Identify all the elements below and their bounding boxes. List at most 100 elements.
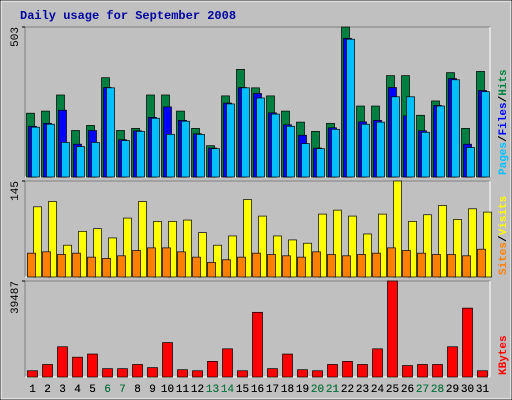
- x-tick-label: 24: [371, 384, 385, 396]
- bar: [222, 348, 233, 378]
- bar: [57, 254, 66, 278]
- bar: [432, 254, 441, 278]
- bar: [108, 237, 117, 278]
- x-tick-label: 24: [371, 384, 385, 396]
- bar: [372, 348, 383, 378]
- bar: [327, 364, 338, 378]
- x-tick-label: 2: [44, 384, 51, 396]
- x-tick-label: 5: [89, 384, 96, 396]
- x-tick-label: 5: [89, 384, 96, 396]
- bar: [106, 87, 115, 178]
- bar: [31, 126, 40, 178]
- bar: [357, 254, 366, 278]
- bar: [258, 215, 267, 278]
- x-tick-label: 29: [446, 384, 459, 396]
- x-tick-label: 14: [221, 384, 235, 396]
- x-tick-label: 14: [221, 384, 235, 396]
- bar: [27, 370, 38, 378]
- bar: [207, 360, 218, 378]
- legend-entry: Visits: [498, 196, 510, 236]
- legend-entry: Pages: [498, 142, 510, 175]
- bar: [372, 252, 381, 278]
- bar: [267, 368, 278, 378]
- bar: [462, 307, 473, 378]
- y-tick-label: 145: [10, 181, 22, 201]
- x-tick-label: 10: [161, 384, 174, 396]
- bar: [417, 364, 428, 378]
- bar: [477, 370, 488, 378]
- x-tick-label: 4: [74, 384, 81, 396]
- bar: [282, 255, 291, 278]
- bar: [477, 248, 486, 278]
- bar: [406, 96, 415, 178]
- x-tick-label: 23: [356, 384, 369, 396]
- bar: [421, 131, 430, 178]
- x-tick-label: 15: [236, 384, 249, 396]
- bar: [402, 365, 413, 378]
- x-tick-label: 13: [206, 384, 219, 396]
- legend-separator: /: [498, 135, 510, 142]
- bar: [286, 125, 295, 178]
- bar: [228, 235, 237, 278]
- legend: Pages/Files/Hits: [498, 69, 510, 175]
- x-tick-label: 21: [326, 384, 340, 396]
- bar: [162, 342, 173, 378]
- bar: [483, 211, 492, 278]
- x-tick-label: 25: [386, 384, 399, 396]
- bar: [211, 148, 220, 178]
- bar: [192, 256, 201, 278]
- x-tick-label: 28: [431, 384, 444, 396]
- bar: [438, 205, 447, 278]
- x-tick-label: 11: [176, 384, 190, 396]
- x-tick-label: 27: [416, 384, 429, 396]
- bar: [177, 251, 186, 278]
- bar: [348, 215, 357, 278]
- bar: [312, 370, 323, 378]
- bar: [481, 91, 490, 178]
- y-tick-label: 39487: [10, 281, 22, 314]
- bar: [462, 255, 471, 278]
- bar: [72, 252, 81, 278]
- x-tick-label: 21: [326, 384, 340, 396]
- x-tick-label: 26: [401, 384, 414, 396]
- bar: [436, 105, 445, 178]
- x-tick-label: 12: [191, 384, 204, 396]
- x-tick-label: 22: [341, 384, 354, 396]
- bar: [117, 368, 128, 378]
- bar: [376, 121, 385, 178]
- bar: [181, 120, 190, 178]
- x-tick-label: 22: [341, 384, 354, 396]
- x-tick-label: 1: [29, 384, 36, 396]
- bar: [391, 96, 400, 178]
- bar: [93, 228, 102, 278]
- x-tick-label: 19: [296, 384, 309, 396]
- bar: [342, 360, 353, 378]
- x-tick-label: 15: [236, 384, 249, 396]
- legend-separator: /: [498, 95, 510, 102]
- x-tick-label: 10: [161, 384, 174, 396]
- x-tick-label: 8: [134, 384, 141, 396]
- x-tick-label: 2: [44, 384, 51, 396]
- bar: [301, 143, 310, 178]
- bar: [357, 364, 368, 378]
- bar: [192, 370, 203, 378]
- x-tick-label: 8: [134, 384, 141, 396]
- bar: [48, 201, 57, 278]
- bar: [466, 147, 475, 178]
- x-tick-label: 26: [401, 384, 414, 396]
- bar: [312, 251, 321, 278]
- bar: [57, 346, 68, 378]
- x-tick-label: 28: [431, 384, 444, 396]
- x-tick-label: 17: [266, 384, 279, 396]
- bar: [447, 346, 458, 378]
- bar: [451, 79, 460, 178]
- x-tick-label: 18: [281, 384, 294, 396]
- x-tick-label: 12: [191, 384, 204, 396]
- x-tick-label: 7: [119, 384, 126, 396]
- x-tick-label: 18: [281, 384, 294, 396]
- bar: [166, 134, 175, 178]
- legend: Sites/Visits: [498, 196, 510, 275]
- x-tick-label: 6: [104, 384, 111, 396]
